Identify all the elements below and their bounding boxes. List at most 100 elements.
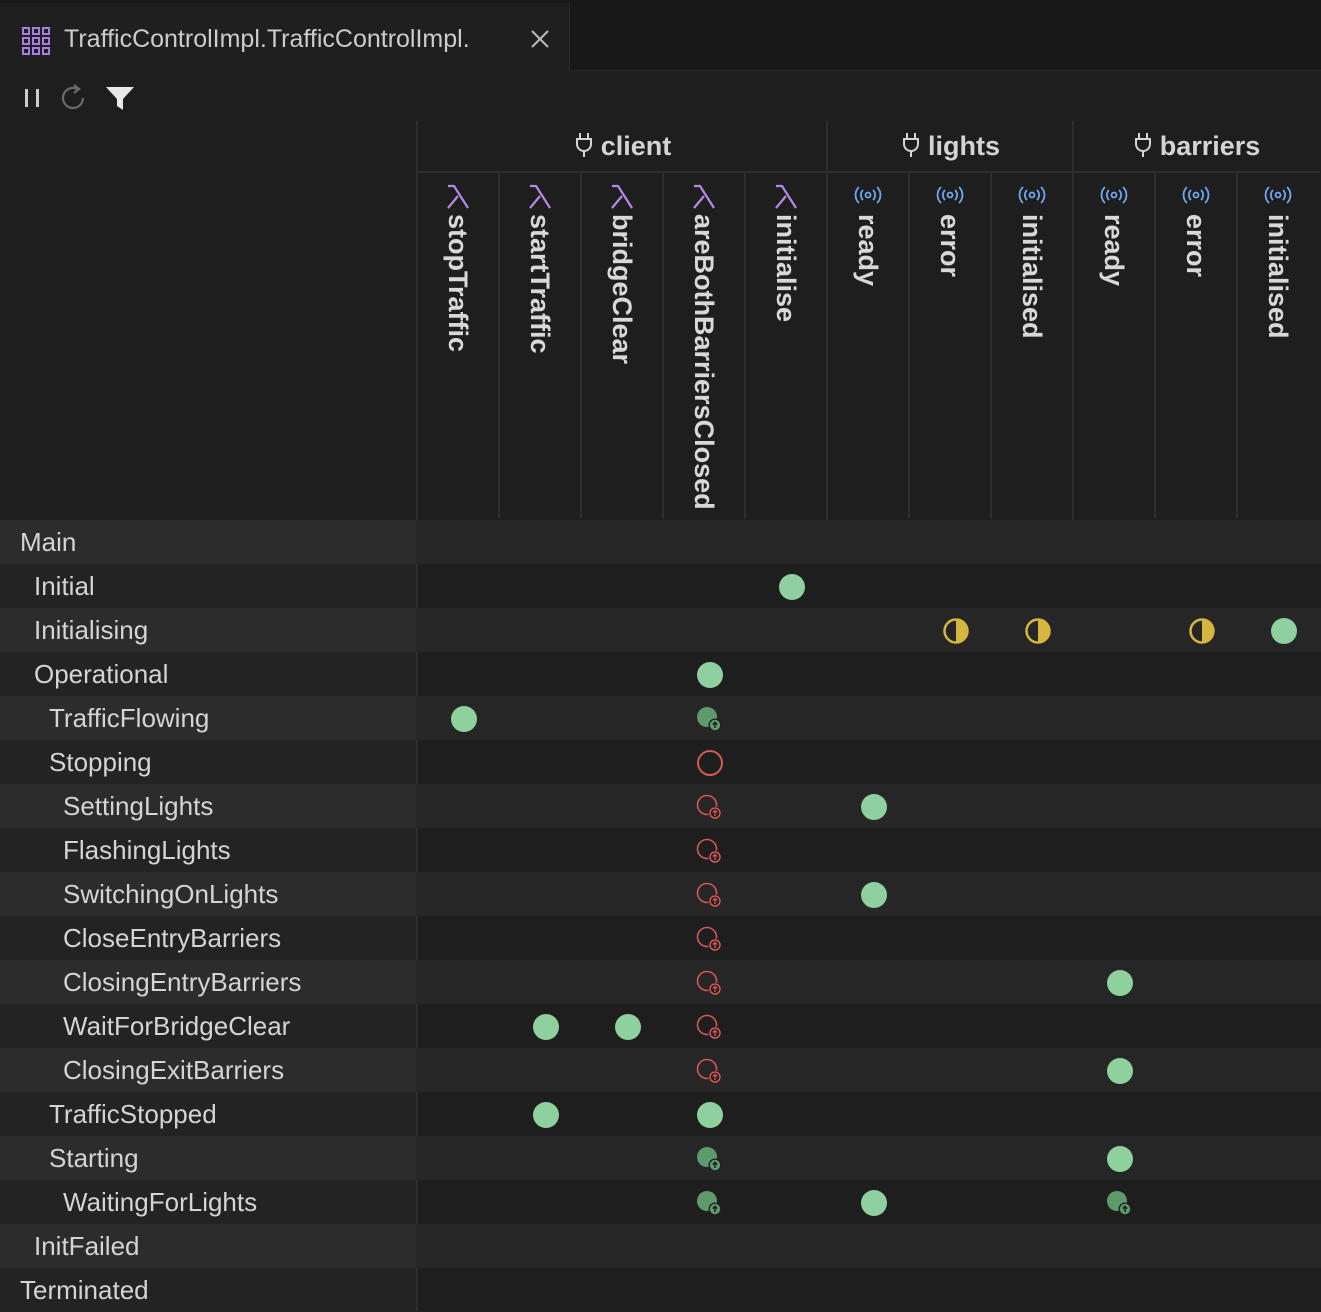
transition-marker-blocked-inherited[interactable]	[695, 1012, 725, 1042]
transition-marker-full[interactable]	[859, 1188, 889, 1218]
transition-marker-full[interactable]	[1105, 968, 1135, 998]
state-row-Stopping[interactable]: Stopping	[0, 740, 1321, 784]
state-row-Terminated[interactable]: Terminated	[0, 1268, 1321, 1312]
state-label: Initialising	[34, 615, 149, 645]
transition-marker-blocked-inherited[interactable]	[695, 968, 725, 998]
transition-marker-full[interactable]	[531, 1100, 561, 1130]
state-row-InitFailed[interactable]: InitFailed	[0, 1224, 1321, 1268]
state-row-Initialising[interactable]: Initialising	[0, 608, 1321, 652]
column-header-lights-ready[interactable]: ready	[828, 172, 908, 518]
column-header-lights-initialised[interactable]: initialised	[992, 172, 1072, 518]
transition-marker-inherited[interactable]	[695, 1188, 725, 1218]
transition-marker-blocked-inherited[interactable]	[695, 924, 725, 954]
editor-tab[interactable]: TrafficControlImpl.TrafficControlImpl.	[0, 3, 570, 71]
transition-marker-half[interactable]	[1187, 616, 1217, 646]
transition-marker-inherited[interactable]	[695, 1144, 725, 1174]
signal-icon	[992, 184, 1072, 211]
state-row-ClosingEntryBarriers[interactable]: ClosingEntryBarriers	[0, 960, 1321, 1004]
state-row-Main[interactable]: Main	[0, 520, 1321, 564]
state-row-SwitchingOnLights[interactable]: SwitchingOnLights	[0, 872, 1321, 916]
header-corner	[0, 121, 416, 520]
state-row-CloseEntryBarriers[interactable]: CloseEntryBarriers	[0, 916, 1321, 960]
group-label: lights	[928, 131, 1000, 161]
state-row-ClosingExitBarriers[interactable]: ClosingExitBarriers	[0, 1048, 1321, 1092]
state-row-TrafficFlowing[interactable]: TrafficFlowing	[0, 696, 1321, 740]
transition-marker-full[interactable]	[777, 572, 807, 602]
transition-marker-full[interactable]	[859, 880, 889, 910]
column-header-client-bridgeClear[interactable]: bridgeClear	[582, 172, 662, 518]
grid-icon	[22, 27, 50, 60]
transition-marker-full[interactable]	[859, 792, 889, 822]
transition-marker-full[interactable]	[1105, 1056, 1135, 1086]
state-label: Main	[20, 527, 77, 557]
transition-marker-full[interactable]	[613, 1012, 643, 1042]
column-header-client-startTraffic[interactable]: startTraffic	[500, 172, 580, 518]
transition-marker-full[interactable]	[531, 1012, 561, 1042]
column-header-client-areBothBarriersClosed[interactable]: areBothBarriersClosed	[664, 172, 744, 518]
transition-marker-blocked-inherited[interactable]	[695, 792, 725, 822]
transition-marker-blocked-inherited[interactable]	[695, 1056, 725, 1086]
column-header-barriers-error[interactable]: error	[1156, 172, 1236, 518]
state-row-Starting[interactable]: Starting	[0, 1136, 1321, 1180]
state-label-cell: SwitchingOnLights	[0, 872, 416, 916]
lambda-icon	[746, 184, 826, 215]
column-header-client-initialise[interactable]: initialise	[746, 172, 826, 518]
transition-marker-full[interactable]	[449, 704, 479, 734]
transition-marker-blocked-inherited[interactable]	[695, 880, 725, 910]
transition-marker-half[interactable]	[941, 616, 971, 646]
transition-marker-blocked-inherited[interactable]	[695, 836, 725, 866]
column-label: initialised	[1017, 214, 1047, 339]
transition-marker-inherited[interactable]	[695, 704, 725, 734]
transition-marker-full[interactable]	[1105, 1144, 1135, 1174]
state-label-cell: TrafficFlowing	[0, 696, 416, 740]
transition-marker-full[interactable]	[695, 1100, 725, 1130]
state-label: SettingLights	[63, 791, 214, 821]
state-row-WaitForBridgeClear[interactable]: WaitForBridgeClear	[0, 1004, 1321, 1048]
state-label: Starting	[49, 1143, 139, 1173]
transition-marker-blocked[interactable]	[695, 748, 725, 778]
state-row-Initial[interactable]: Initial	[0, 564, 1321, 608]
state-label-cell: ClosingEntryBarriers	[0, 960, 416, 1004]
signal-icon	[1238, 184, 1318, 211]
transition-marker-full[interactable]	[695, 660, 725, 690]
column-header-barriers-ready[interactable]: ready	[1074, 172, 1154, 518]
filter-icon[interactable]	[104, 84, 136, 117]
plug-icon	[1134, 132, 1152, 165]
state-label: Initial	[34, 571, 95, 601]
lambda-icon	[664, 184, 744, 215]
transition-marker-inherited[interactable]	[1105, 1188, 1135, 1218]
column-header-client-stopTraffic[interactable]: stopTraffic	[418, 172, 498, 518]
state-row-TrafficStopped[interactable]: TrafficStopped	[0, 1092, 1321, 1136]
transition-marker-half[interactable]	[1023, 616, 1053, 646]
column-header-barriers-initialised[interactable]: initialised	[1238, 172, 1318, 518]
state-label: Stopping	[49, 747, 152, 777]
column-label: stopTraffic	[443, 214, 473, 353]
state-label-cell: Initialising	[0, 608, 416, 652]
state-label-cell: InitFailed	[0, 1224, 416, 1268]
transition-marker-full[interactable]	[1269, 616, 1299, 646]
refresh-icon[interactable]	[61, 84, 91, 117]
state-label-cell: FlashingLights	[0, 828, 416, 872]
state-label-cell: WaitForBridgeClear	[0, 1004, 416, 1048]
toolbar	[0, 71, 1321, 121]
column-header-lights-error[interactable]: error	[910, 172, 990, 518]
state-label: Operational	[34, 659, 169, 689]
close-icon[interactable]	[529, 28, 551, 55]
state-label: WaitForBridgeClear	[63, 1011, 291, 1041]
column-label: ready	[1099, 214, 1129, 287]
plug-icon	[902, 132, 920, 165]
signal-icon	[910, 184, 990, 211]
state-label: ClosingExitBarriers	[63, 1055, 285, 1085]
state-row-SettingLights[interactable]: SettingLights	[0, 784, 1321, 828]
state-row-FlashingLights[interactable]: FlashingLights	[0, 828, 1321, 872]
signal-icon	[1156, 184, 1236, 211]
pause-icon[interactable]	[22, 84, 44, 117]
state-label-cell: CloseEntryBarriers	[0, 916, 416, 960]
tab-title: TrafficControlImpl.TrafficControlImpl.	[64, 25, 470, 53]
state-label-cell: Starting	[0, 1136, 416, 1180]
state-row-Operational[interactable]: Operational	[0, 652, 1321, 696]
state-row-WaitingForLights[interactable]: WaitingForLights	[0, 1180, 1321, 1224]
group-label: barriers	[1159, 131, 1261, 161]
state-label: TrafficFlowing	[49, 703, 210, 733]
column-label: bridgeClear	[607, 214, 637, 365]
